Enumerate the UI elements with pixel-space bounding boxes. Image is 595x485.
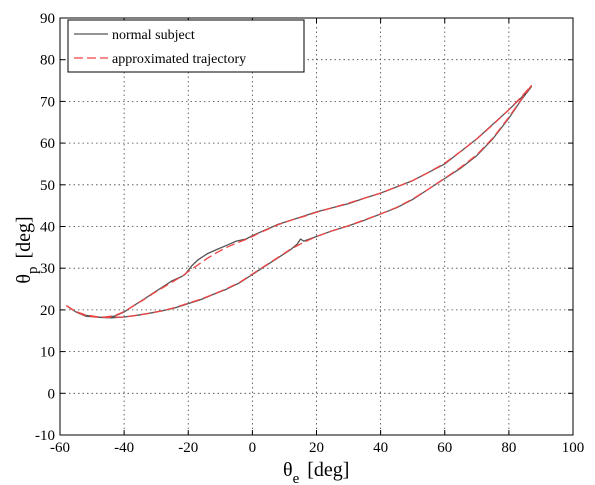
y-tick-label: 80 [40, 53, 55, 69]
x-axis-subscript: e [293, 471, 300, 485]
y-tick-label: 60 [40, 136, 55, 152]
y-axis-label: θp [deg] [13, 216, 41, 283]
x-axis-symbol: θ [283, 459, 293, 481]
x-tick-label: 80 [501, 440, 516, 456]
x-tick-label: 20 [309, 440, 324, 456]
legend-label-normal-subject: normal subject [112, 28, 195, 43]
grid [60, 18, 573, 435]
x-axis-unit: [deg] [307, 459, 349, 481]
x-tick-label: 40 [373, 440, 388, 456]
x-tick-label: 0 [249, 440, 257, 456]
ticks: -60 -40 -20 0 20 40 60 80 100 -10 0 10 20 30 40 50 60 70 8… [35, 11, 584, 456]
x-tick-label: -40 [114, 440, 134, 456]
y-tick-label: -10 [35, 428, 55, 444]
y-tick-label: 20 [40, 303, 55, 319]
y-tick-label: 30 [40, 261, 55, 277]
x-tick-label: 100 [562, 440, 585, 456]
series-line-approximated-trajectory [66, 84, 532, 319]
series-layer [66, 84, 532, 319]
legend-label-approximated-trajectory: approximated trajectory [112, 52, 246, 67]
y-tick-label: 70 [40, 94, 55, 110]
legend-box [67, 19, 305, 73]
y-tick-label: 40 [40, 220, 55, 236]
x-tick-label: -60 [50, 440, 70, 456]
y-tick-label: 10 [40, 345, 55, 361]
x-axis-label: θe [deg] [283, 459, 349, 485]
y-axis-symbol: θ [13, 274, 35, 284]
x-tick-label: -20 [178, 440, 198, 456]
y-tick-label: 50 [40, 178, 55, 194]
y-axis-unit: [deg] [13, 216, 35, 258]
y-tick-label: 90 [40, 11, 55, 27]
x-tick-label: 60 [437, 440, 452, 456]
y-axis-subscript: p [25, 267, 41, 275]
y-tick-label: 0 [48, 386, 56, 402]
legend: normal subject approximated trajectory [67, 19, 305, 73]
